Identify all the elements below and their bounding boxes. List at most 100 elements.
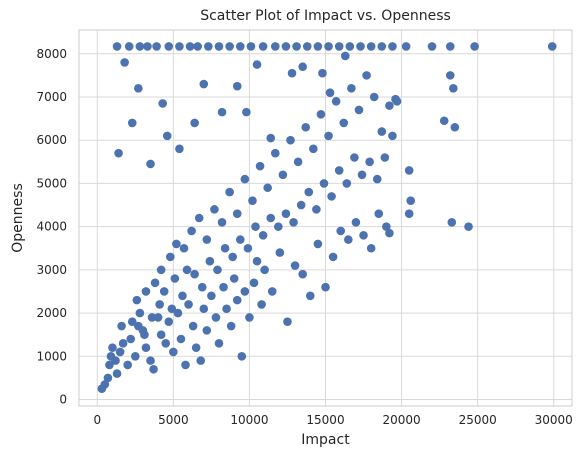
scatter-point [207,291,216,301]
scatter-point [325,88,335,97]
scatter-point [161,339,171,348]
scatter-point [120,58,129,67]
scatter-point [202,326,212,335]
scatter-point [146,159,155,169]
scatter-point [439,116,449,126]
scatter-point [217,107,227,117]
scatter-point [313,42,323,51]
scatter-point [385,228,394,238]
y-tick-label: 0 [59,393,67,407]
y-tick-label: 7000 [36,90,67,104]
scatter-point [127,317,137,327]
scatter-point [267,287,277,296]
scatter-point [112,369,122,378]
scatter-point [257,300,266,309]
scatter-point [302,42,312,51]
scatter-point [450,122,460,132]
scatter-point [283,317,292,327]
scatter-point [427,42,437,51]
scatter-point [117,321,126,331]
scatter-point [213,265,222,275]
scatter-point [150,278,160,288]
scatter-point [115,347,125,357]
scatter-point [547,42,557,51]
scatter-point [155,300,164,309]
scatter-point [222,304,231,314]
y-axis-label: Openness [10,183,26,252]
scatter-point [252,256,262,266]
scatter-point [260,265,269,275]
scatter-point [214,339,224,348]
scatter-point [270,42,280,51]
scatter-point [134,84,143,93]
scatter-point [318,68,327,78]
scatter-point [344,235,353,244]
scatter-point [356,42,365,51]
scatter-point [225,42,234,51]
scatter-point [204,42,213,51]
scatter-point [385,101,394,110]
scatter-point [270,148,280,158]
scatter-point [321,282,330,292]
scatter-point [377,42,387,51]
scatter-point [406,196,416,206]
scatter-point [237,351,247,361]
scatter-point [290,261,300,270]
scatter-point [130,351,140,361]
scatter-point [165,252,175,262]
scatter-point [232,81,242,91]
scatter-point [305,291,315,301]
scatter-point [232,295,242,305]
scatter-point [292,42,301,51]
scatter-point [235,42,245,51]
scatter-point [197,282,207,292]
scatter-point [470,42,479,51]
scatter-point [182,265,192,275]
scatter-point [205,256,215,266]
scatter-point [170,274,180,283]
scatter-point [194,213,204,223]
scatter-point [293,157,303,167]
scatter-point [334,166,344,175]
scatter-point [149,364,158,374]
scatter-point [249,278,259,288]
scatter-point [445,42,455,51]
scatter-point [114,148,123,158]
scatter-point [152,42,161,51]
scatter-point [274,222,283,231]
x-tick-label: 30000 [535,413,573,427]
scatter-point [179,243,189,253]
scatter-point [190,269,199,279]
scatter-point [266,213,276,223]
scatter-point [445,71,455,80]
scatter-point [187,226,196,236]
scatter-point [196,356,206,365]
scatter-point [342,179,352,188]
x-tick-label: 15000 [306,413,344,427]
scatter-point [357,170,367,180]
scatter-point [319,179,329,188]
scatter-point [172,239,181,249]
scatter-point [159,287,169,296]
scatter-point [243,243,253,253]
scatter-point [210,205,219,214]
scatter-point [156,265,166,275]
scatter-point [313,239,323,249]
scatter-point [350,153,359,162]
scatter-point [118,339,128,348]
scatter-point [158,99,167,108]
scatter-point [304,187,314,197]
scatter-point [380,153,390,162]
scatter-point [188,321,198,331]
scatter-point [178,291,187,301]
scatter-point [362,71,371,80]
scatter-point [312,205,321,214]
scatter-point [228,252,237,262]
scatter-point [173,308,183,318]
scatter-point [301,122,311,132]
scatter-point [266,133,276,143]
scatter-point [164,317,174,327]
scatter-point [184,300,193,309]
scatter-point [340,51,350,61]
